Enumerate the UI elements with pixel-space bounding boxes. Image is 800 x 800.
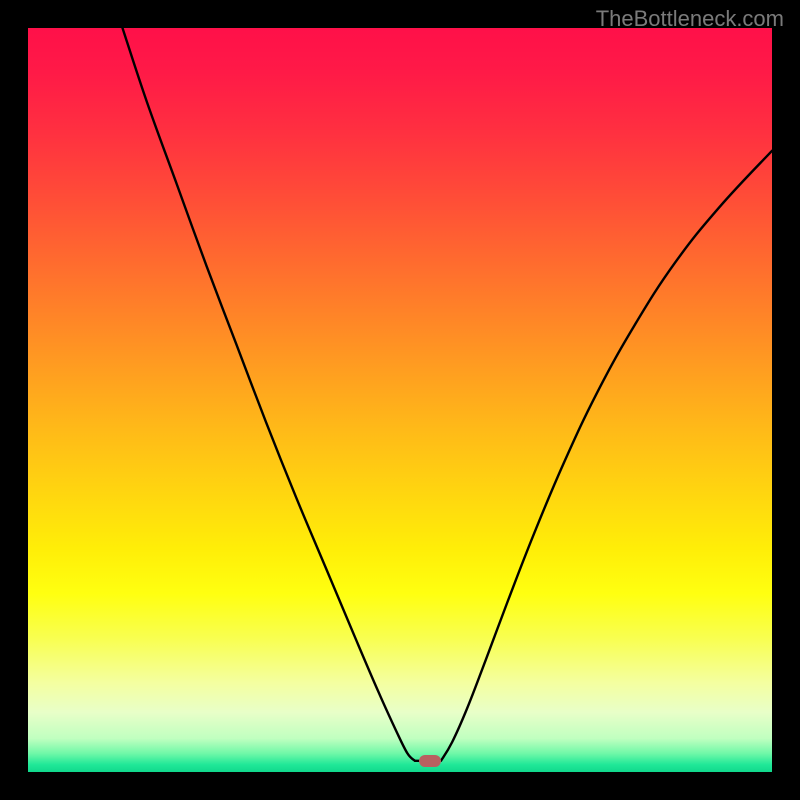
optimal-point-marker <box>419 755 441 767</box>
curve-path <box>122 28 772 761</box>
bottleneck-curve <box>28 28 772 772</box>
plot-area <box>28 28 772 772</box>
watermark-text: TheBottleneck.com <box>596 6 784 32</box>
